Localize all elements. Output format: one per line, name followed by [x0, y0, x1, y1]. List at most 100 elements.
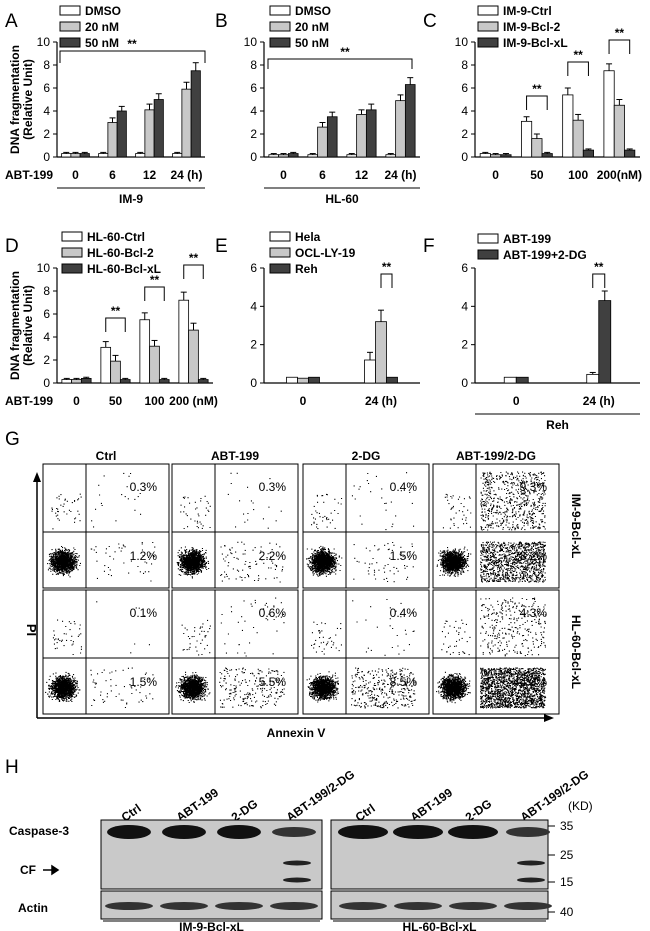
bar — [404, 84, 416, 158]
flow-events — [175, 597, 285, 709]
flow-cytometry-panel: G Ctrl ABT-199 2-DG ABT-199/2-DG IM-9-Bcl-xL H… — [5, 429, 583, 740]
flow-plot: 0.3% 2.2% — [171, 463, 299, 589]
bar — [598, 300, 612, 384]
panel-letter-G: G — [5, 429, 20, 450]
bar — [603, 70, 615, 158]
band-actin — [160, 902, 208, 910]
flow-events — [306, 472, 415, 583]
sig-stars: ** — [111, 304, 121, 318]
bar — [515, 376, 529, 384]
y-axis-label-unit: (Relative Unit) — [21, 59, 35, 140]
bar — [158, 379, 170, 384]
flow-events — [436, 471, 546, 583]
y-tick-label: 0 — [250, 376, 257, 390]
flow-plot: 4.3% 44.3% — [432, 589, 560, 715]
band-actin — [449, 902, 497, 910]
legend-label: 20 nM — [295, 20, 329, 34]
legend-swatch — [61, 247, 83, 258]
bar — [172, 153, 183, 158]
flow-y-label: PI — [24, 624, 39, 636]
y-tick-label: 8 — [461, 58, 468, 72]
upper-right-percent: 0.3% — [259, 480, 287, 494]
mw-label: 35 — [560, 819, 574, 833]
bar — [490, 154, 502, 158]
y-tick-label: 6 — [250, 261, 257, 275]
sig-bracket — [567, 61, 589, 76]
upper-right-percent: 0.4% — [390, 606, 418, 620]
band-caspase3 — [338, 825, 388, 839]
bar — [479, 153, 491, 158]
x-category-label: 0 — [280, 168, 287, 182]
bar — [61, 379, 73, 384]
x-category-label: 200(nM) — [597, 168, 642, 182]
sig-stars: ** — [150, 273, 160, 287]
x-category-label: 24 (h) — [170, 168, 202, 182]
bar — [286, 376, 298, 384]
sig-stars: ** — [189, 251, 199, 265]
band-caspase3 — [217, 825, 261, 839]
panel-letter-D: D — [5, 236, 19, 257]
band-caspase3 — [506, 827, 550, 837]
bar — [386, 376, 398, 384]
band-actin — [215, 902, 263, 910]
band-cf-upper — [283, 860, 311, 866]
legend-swatch — [477, 37, 499, 48]
bar — [178, 299, 190, 384]
sig-bracket — [380, 273, 393, 288]
flow-events — [45, 601, 154, 709]
flow-plot: 0.4% 1.5% — [302, 463, 430, 589]
flow-x-arrowhead — [544, 714, 554, 722]
legend-label: DMSO — [295, 4, 331, 18]
legend-label: OCL-LY-19 — [295, 246, 356, 260]
bar — [61, 153, 72, 158]
sig-bracket — [105, 317, 126, 332]
bar — [197, 379, 209, 384]
lower-right-percent: 2.2% — [259, 549, 287, 563]
bar — [98, 153, 109, 158]
flow-events — [436, 597, 547, 709]
bar — [188, 329, 199, 384]
bar — [582, 149, 594, 158]
legend-swatch — [269, 37, 291, 48]
legend-label: 50 nM — [295, 36, 329, 50]
sig-stars: ** — [127, 37, 137, 51]
sig-bracket — [59, 50, 206, 63]
bar — [317, 126, 328, 158]
chart-E: E Hela OCL-LY-19 Reh 0 2 4 6 0 24 (h) ** — [215, 230, 420, 408]
band-caspase3 — [162, 825, 206, 839]
lower-right-percent: 5.5% — [259, 675, 287, 689]
flow-x-label: Annexin V — [267, 726, 326, 740]
flow-column-label: ABT-199 — [211, 449, 259, 463]
x-category-label: 100 — [568, 168, 588, 182]
row-label-abt199: ABT-199 — [5, 168, 53, 182]
flow-y-arrowhead — [33, 472, 41, 482]
mw-label: 25 — [560, 848, 574, 862]
sig-bracket — [267, 58, 413, 69]
x-category-label: 24 (h) — [365, 394, 397, 408]
lower-right-percent: 1.5% — [390, 549, 418, 563]
bar — [521, 120, 533, 158]
bar — [503, 376, 517, 384]
y-tick-label: 4 — [250, 104, 257, 118]
y-tick-label: 4 — [461, 104, 468, 118]
x-category-label: 12 — [143, 168, 157, 182]
legend-label: HL-60-Ctrl — [87, 230, 145, 244]
bar — [268, 154, 280, 158]
x-category-label: 0 — [513, 394, 520, 408]
legend-label: HL-60-Bcl-2 — [87, 246, 154, 260]
x-category-label: 0 — [300, 394, 307, 408]
lane-label: ABT-199/2-DG — [518, 767, 592, 824]
band-actin — [394, 902, 442, 910]
row-label-abt199: ABT-199 — [5, 394, 53, 408]
y-tick-label: 4 — [43, 330, 50, 344]
bar — [100, 346, 112, 384]
y-axis-label: DNA fragmentation — [8, 271, 22, 380]
flow-plot: 0.6% 5.5% — [171, 589, 299, 715]
blot-group-label: IM-9-Bcl-xL — [179, 920, 244, 931]
y-tick-label: 4 — [461, 299, 468, 313]
bar — [624, 149, 636, 158]
sig-bracket — [608, 39, 631, 54]
chart-F: F ABT-199 ABT-199+2-DG 0 2 4 6 0 24 (h) Reh ** — [423, 232, 640, 432]
chart-A: A DMSO 20 nM 50 nM 0 2 4 6 8 10 DNA fragmentation(… — [5, 4, 206, 206]
bar — [190, 70, 201, 158]
